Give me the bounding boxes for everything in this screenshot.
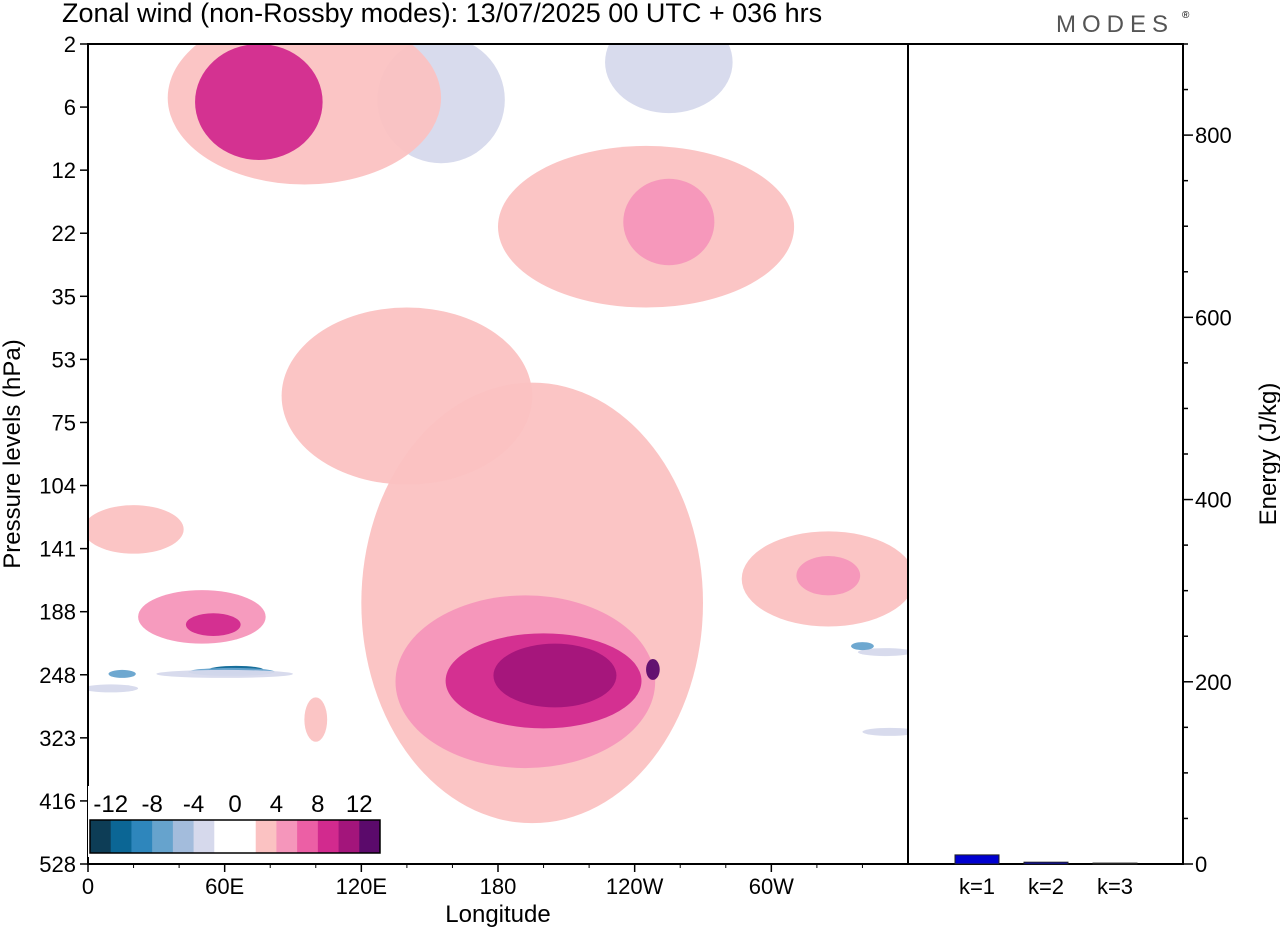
energy-axis-ticks: 0 200 400 600 800: [1183, 43, 1232, 877]
y-tick-label: 12: [52, 158, 76, 183]
energy-tick-label: 200: [1195, 670, 1232, 695]
y-tick-label: 75: [52, 410, 76, 435]
y-tick-label: 35: [52, 284, 76, 309]
energy-bar-k=2: [1023, 861, 1069, 865]
energy-axis-label: Energy (J/kg): [1255, 383, 1280, 526]
x-tick-label: 0: [82, 874, 94, 899]
y-tick-label: 141: [39, 537, 76, 562]
colorbar-swatch: [317, 820, 340, 853]
y-tick-label: 2: [64, 32, 76, 57]
energy-bar-k=1: [954, 854, 1000, 865]
contour-region-neg-2: [156, 669, 293, 678]
contour-region-neg-6: [851, 642, 874, 651]
contour-region-pos-18: [493, 643, 617, 708]
colorbar: -12 -8 -4 0 4 8 12: [88, 786, 382, 857]
contour-region-pos-27: [623, 178, 715, 266]
colorbar-label: 0: [228, 791, 241, 818]
y-tick-label: 6: [64, 95, 76, 120]
colorbar-swatch: [214, 820, 236, 853]
y-tick-label: 22: [52, 221, 76, 246]
contour-region-neg-4: [108, 669, 136, 678]
y-axis-ticks: 2 6 12 22 35 53 75 104 141 188 248 323 416 528: [39, 32, 88, 877]
x-tick-label: 120E: [336, 874, 387, 899]
colorbar-swatch: [297, 820, 319, 853]
energy-category-label: k=3: [1097, 874, 1133, 899]
y-tick-label: 416: [39, 789, 76, 814]
energy-tick-label: 600: [1195, 305, 1232, 330]
y-tick-label: 104: [39, 474, 76, 499]
chart-title: Zonal wind (non-Rossby modes): 13/07/202…: [62, 0, 822, 28]
colorbar-label: 8: [311, 791, 324, 818]
contour-region-neg-5: [857, 648, 908, 657]
contour-region-pos-25: [195, 44, 323, 160]
contour-region-neg-9: [605, 44, 733, 114]
energy-tick-label: 800: [1195, 123, 1232, 148]
contour-region-pos-30: [304, 697, 328, 742]
energy-bar-k=3: [1092, 862, 1138, 865]
colorbar-label: -12: [93, 791, 128, 818]
contour-region-neg-7: [862, 727, 908, 736]
colorbar-swatch: [276, 820, 298, 853]
colorbar-swatch: [193, 820, 215, 853]
colorbar-swatch: [255, 820, 277, 853]
colorbar-label: 4: [270, 791, 283, 818]
brand-logo-text: MODES: [1056, 11, 1174, 38]
colorbar-swatch: [90, 820, 112, 853]
colorbar-swatch: [131, 820, 153, 853]
y-tick-label: 323: [39, 726, 76, 751]
energy-category-label: k=2: [1028, 874, 1064, 899]
colorbar-frame: [89, 819, 381, 854]
brand-registered-mark: ®: [1182, 10, 1190, 21]
contour-region-pos-29: [88, 505, 184, 554]
colorbar-label: 12: [346, 791, 373, 818]
contour-region-pos-28: [281, 307, 533, 485]
colorbar-swatch: [359, 820, 381, 853]
contour-region-pos-19: [646, 659, 660, 680]
y-tick-label: 528: [39, 852, 76, 877]
contour-region-neg-12: [721, 765, 776, 854]
contour-region-pos-21: [185, 613, 241, 636]
y-tick-label: 248: [39, 663, 76, 688]
colorbar-label: -8: [141, 791, 162, 818]
x-tick-label: 60E: [205, 874, 244, 899]
x-axis-label: Longitude: [445, 901, 550, 928]
colorbar-swatch: [172, 820, 195, 853]
energy-bars: k=1 k=2 k=3: [954, 854, 1138, 899]
colorbar-swatch: [152, 820, 174, 853]
colorbar-label: -4: [183, 791, 204, 818]
energy-category-label: k=1: [959, 874, 995, 899]
energy-tick-label: 0: [1195, 852, 1207, 877]
y-axis-label: Pressure levels (hPa): [0, 339, 26, 568]
colorbar-swatch: [235, 820, 257, 853]
colorbar-swatch: [110, 820, 132, 853]
x-tick-label: 60W: [749, 874, 794, 899]
y-tick-label: 188: [39, 600, 76, 625]
heatmap-contours: [88, 44, 908, 854]
x-axis-ticks: 0 60E 120E 180 120W 60W: [82, 864, 863, 899]
contour-region-neg-10: [270, 205, 498, 331]
energy-tick-label: 400: [1195, 488, 1232, 513]
x-tick-label: 120W: [606, 874, 664, 899]
colorbar-swatch: [338, 820, 360, 853]
contour-region-neg-3: [88, 684, 139, 693]
energy-panel-frame: [907, 43, 1184, 865]
x-tick-label: 180: [480, 874, 517, 899]
contour-region-pos-23: [796, 555, 861, 596]
y-tick-label: 53: [52, 347, 76, 372]
